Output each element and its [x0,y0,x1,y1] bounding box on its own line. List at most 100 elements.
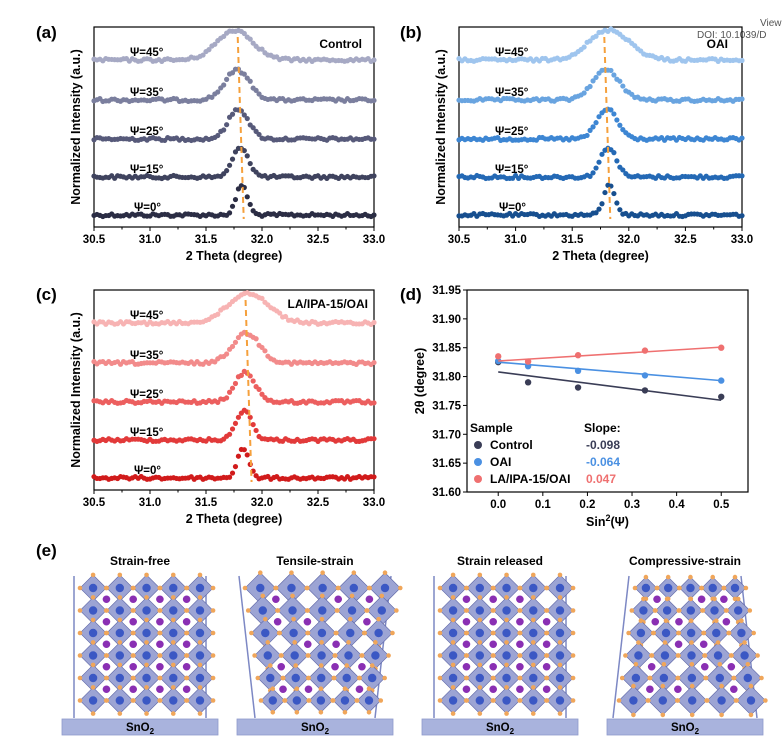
a-site-atom [722,617,731,626]
a-site-atom [334,595,343,604]
x-site-atom [676,630,682,636]
b-site-atom [349,583,359,593]
x-site-atom [184,698,190,703]
x-tick-label: 32.0 [251,497,273,509]
b-site-atom [555,696,565,705]
trace-point [608,107,614,113]
b-site-atom [142,606,151,615]
b-site-atom [641,583,651,593]
data-point [718,377,725,384]
x-site-atom [210,608,216,613]
b-site-atom [195,696,205,705]
x-site-atom [530,711,536,716]
data-point [641,372,649,379]
b-site-atom [663,583,673,593]
x-site-atom [664,596,670,602]
x-axis-label: 2 Theta (degree) [186,249,283,263]
b-site-atom [169,673,178,683]
b-site-atom [730,583,740,593]
x-tick-label: 0.2 [579,499,595,511]
x-site-atom [544,608,550,613]
b-site-atom [448,606,458,615]
a-site-atom [653,595,661,604]
trace-point [226,431,233,437]
x-tick-label: 0.4 [669,499,686,511]
trace-point [244,194,250,200]
b-site-atom [195,583,205,593]
b-site-atom [364,696,374,705]
x-site-atom [90,662,96,668]
x-site-atom [651,630,657,636]
x-site-atom [90,685,96,690]
plot-frame [466,289,749,493]
b-site-atom [142,673,151,683]
b-site-atom [368,673,377,683]
panel-d-sin2psi-plot: (d) 0.0 0.1 0.2 0.3 0.4 0.5 31.60 31.65 31.70 31.7… [400,285,749,529]
trace-point [241,112,247,118]
b-site-atom [342,673,351,683]
x-site-atom [689,683,695,689]
data-point [574,352,582,359]
psi-label: Ψ=15° [130,427,164,439]
a-site-atom [516,662,524,671]
b-site-atom [287,583,296,593]
a-site-atom [363,617,371,626]
x-tick-label: 33.0 [363,497,385,509]
x-site-atom [318,663,324,668]
y-tick-label: 31.70 [432,429,461,441]
slope-value: -0.098 [586,438,620,452]
a-site-atom [102,640,111,649]
slope-title: Slope: [584,421,621,435]
b-site-atom [555,628,565,638]
a-site-atom [365,595,374,604]
x-tick-label: 32.0 [618,234,640,246]
x-site-atom [90,711,96,716]
x-site-atom [724,608,729,613]
x-site-atom [117,617,123,623]
x-site-atom [477,595,483,600]
a-site-atom [279,685,287,694]
x-site-atom [104,630,110,636]
x-site-atom [279,653,284,658]
x-tick-label: 0.3 [624,499,640,511]
substrate-label: SnO2 [486,722,515,736]
x-site-atom [245,608,251,613]
x-site-atom [270,709,276,715]
b-site-atom [636,628,646,638]
a-site-atom [129,595,137,604]
trace-point [620,167,626,173]
x-site-atom [366,709,372,715]
x-tick-label: 31.5 [561,234,584,246]
a-site-atom [182,662,191,671]
trace-point [611,111,617,117]
trace-point [371,400,377,406]
x-site-atom [557,640,563,645]
x-site-atom [557,662,563,668]
trace-point [232,463,239,470]
trace-point [238,372,244,378]
b-site-atom [290,651,299,660]
trace-point [593,165,599,171]
trace-point [371,173,377,179]
x-site-atom [131,653,136,658]
trace-point [229,156,236,162]
a-site-atom [462,685,471,694]
trace-point [608,67,614,74]
b-site-atom [502,583,511,593]
trace-0 [456,182,745,220]
legend-marker [474,475,482,483]
trace-point [247,160,253,167]
data-point [524,358,532,365]
trace-point [614,158,620,164]
b-site-atom [687,673,697,683]
a-site-atom [303,617,312,626]
x-site-atom [336,585,341,591]
trace-point [235,334,242,341]
x-site-atom [729,653,734,658]
b-site-atom [346,628,355,638]
trace-point [244,153,250,159]
trace-point [277,310,283,316]
b-site-atom [529,696,538,705]
x-site-atom [517,585,523,591]
b-site-atom [256,583,265,593]
